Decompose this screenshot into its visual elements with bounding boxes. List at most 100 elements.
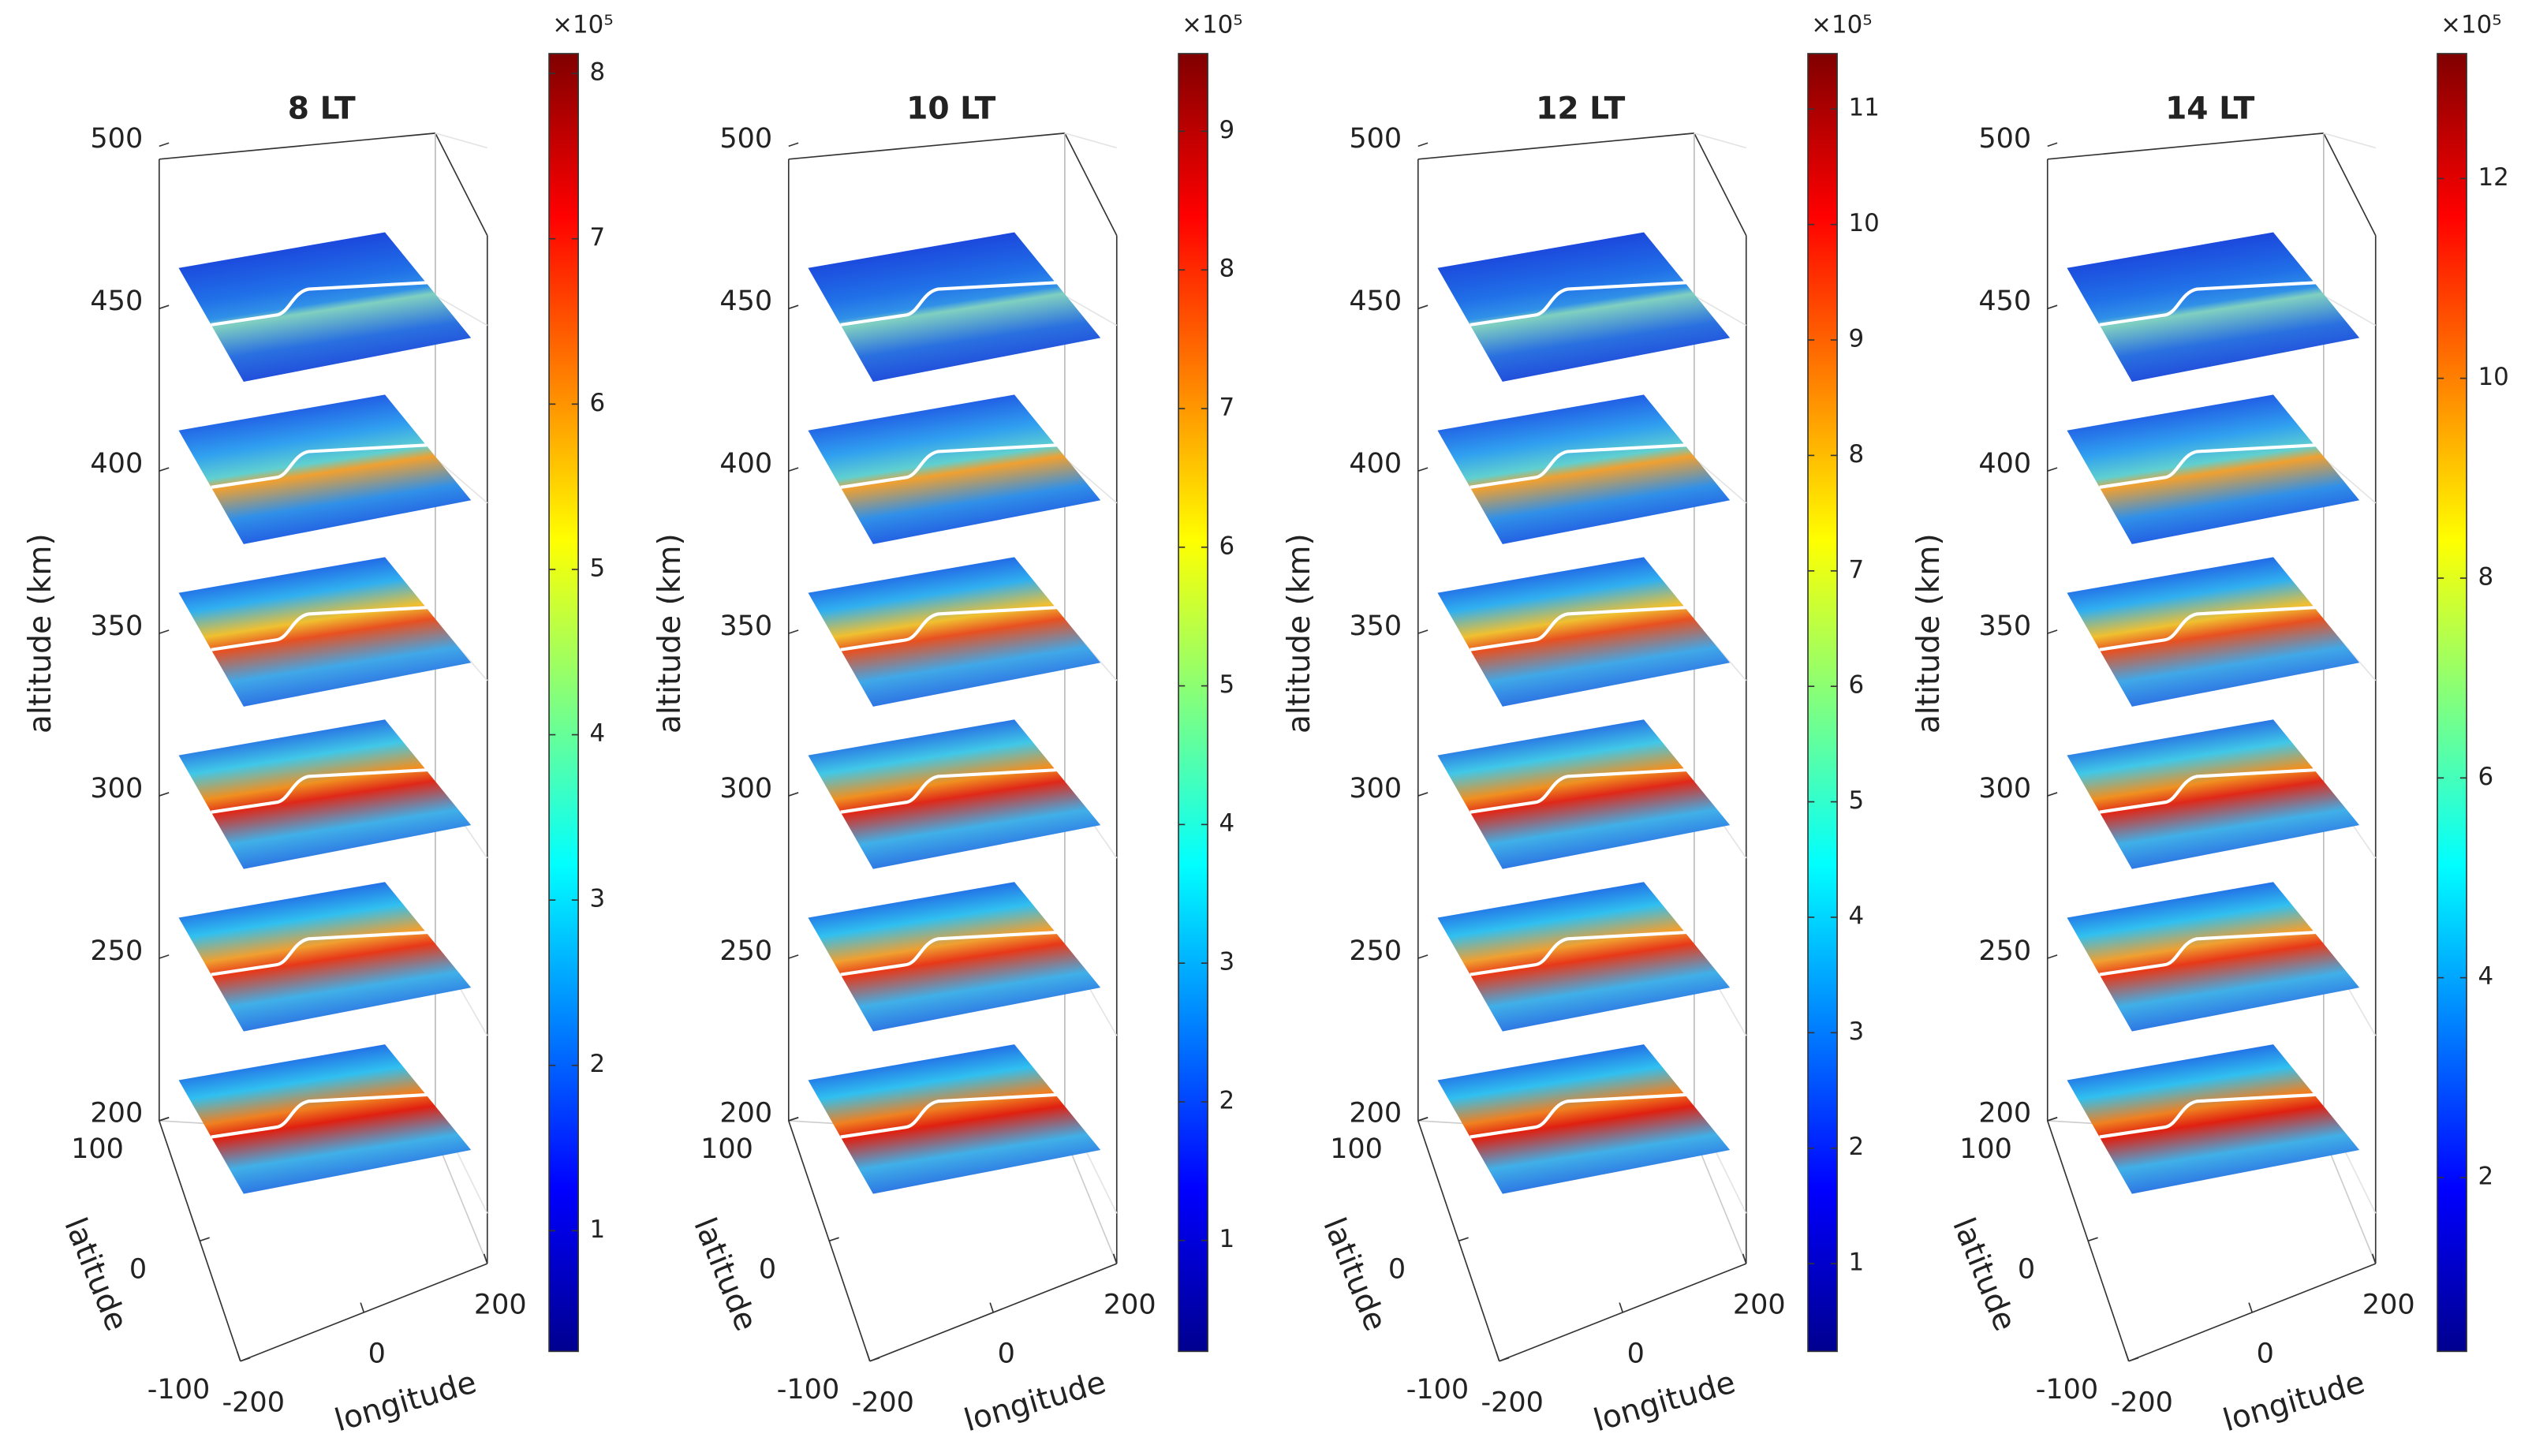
x-tick-label: 200 [1104,1290,1156,1321]
grid-line [1694,133,1746,149]
axis-box [159,133,435,160]
z-tick [159,954,170,959]
magnetic-equator [1470,1092,1686,1139]
magnetic-equator [1470,281,1686,327]
density-slice [178,394,472,544]
density-slice [178,557,472,707]
y-tick [2047,1117,2058,1122]
colorbar-tick-label: 7 [1848,555,1864,584]
colorbar-tick-label: 4 [2478,962,2493,991]
density-slice [178,1044,472,1194]
grid-line [435,457,488,504]
magnetic-equator [2099,931,2316,976]
x-axis-label: longitude [1589,1365,1739,1439]
y-tick [2087,1237,2098,1242]
z-tick [2047,954,2058,959]
y-tick-label: 0 [1388,1253,1406,1285]
colorbar-tick-label: 8 [590,58,606,87]
x-tick-label: 0 [1627,1338,1645,1369]
x-tick-label: 200 [2362,1290,2415,1321]
grid-line [435,133,488,149]
density-slice [1437,232,1731,382]
magnetic-equator [840,281,1057,327]
z-tick-label: 300 [90,773,143,805]
axis-box [2323,133,2377,236]
colorbar-tick-label: 1 [1219,1225,1235,1253]
z-tick-label: 500 [719,123,772,155]
axis-box [788,133,1065,160]
density-slice [808,394,1101,544]
z-tick-label: 200 [90,1098,143,1129]
axis-box [1064,133,1118,236]
grid-line [1064,133,1117,149]
y-tick-label: 0 [759,1253,776,1285]
x-axis-label: longitude [331,1365,481,1439]
x-axis-label: longitude [2219,1365,2369,1439]
density-slice [178,232,472,382]
colorbar-tick-label: 5 [1219,670,1235,699]
magnetic-equator [211,768,428,814]
colorbar-tick-label: 12 [2478,163,2508,192]
colorbar-tick-label: 3 [1848,1017,1864,1046]
y-tick [829,1237,839,1242]
colorbar-tick-label: 2 [590,1050,606,1078]
z-tick-label: 400 [1349,448,1402,480]
y-tick-label: -100 [777,1374,839,1406]
axis-line [240,1263,488,1362]
y-tick [869,1357,880,1362]
z-tick [2047,142,2058,147]
axis-line [788,1120,871,1361]
colorbar [1807,53,1838,1353]
z-tick-label: 200 [719,1098,772,1129]
colorbar-tick-label: 9 [1219,116,1235,144]
z-tick-label: 300 [719,773,772,805]
colorbar-tick-label: 9 [1848,325,1864,353]
density-slice [178,882,472,1032]
density-slice [1437,557,1731,707]
y-tick-label: 100 [71,1133,124,1165]
magnetic-equator [840,931,1057,976]
grid-line [1694,457,1747,504]
magnetic-equator [2099,443,2316,489]
x-tick-label: 0 [998,1338,1015,1369]
density-slice [808,719,1101,869]
z-tick-label: 400 [90,448,143,480]
colorbar-multiplier: ×10⁵ [1811,10,1873,39]
x-tick [236,1351,241,1361]
grid-line [1064,457,1118,504]
z-tick-label: 300 [1978,773,2031,805]
axis-box [1694,133,1747,236]
grid-line [1694,295,1747,327]
grid-line [2323,133,2376,149]
colorbar-tick-label: 2 [1848,1133,1864,1161]
colorbar-tick-label: 1 [590,1215,606,1244]
colorbar-tick-label: 6 [1219,532,1235,560]
z-tick-label: 350 [1349,610,1402,642]
y-axis-label: latitude [1945,1213,2022,1336]
y-axis-label: latitude [1316,1213,1393,1336]
x-tick [2124,1351,2130,1361]
z-tick-label: 450 [90,286,143,317]
z-tick [2047,792,2058,797]
y-tick [1417,1117,1428,1122]
density-slice [178,719,472,869]
colorbar-tick-label: 6 [1848,671,1864,700]
z-axis-label: altitude (km) [652,533,688,734]
x-tick [1742,1253,1747,1264]
density-slice [1437,394,1731,544]
magnetic-equator [1470,443,1686,489]
z-tick [1417,792,1428,797]
x-tick-label: -200 [852,1387,914,1418]
y-tick-label: 0 [2018,1253,2035,1285]
z-tick-label: 300 [1349,773,1402,805]
z-tick [1417,304,1428,310]
magnetic-equator [840,443,1057,489]
x-tick [2371,1253,2377,1264]
z-tick-label: 250 [1978,935,2031,967]
x-tick [1495,1351,1500,1361]
x-tick-label: 0 [368,1338,386,1369]
z-tick [159,142,170,147]
magnetic-equator [211,1092,428,1139]
z-tick-label: 250 [1349,935,1402,967]
z-tick-label: 500 [1349,123,1402,155]
